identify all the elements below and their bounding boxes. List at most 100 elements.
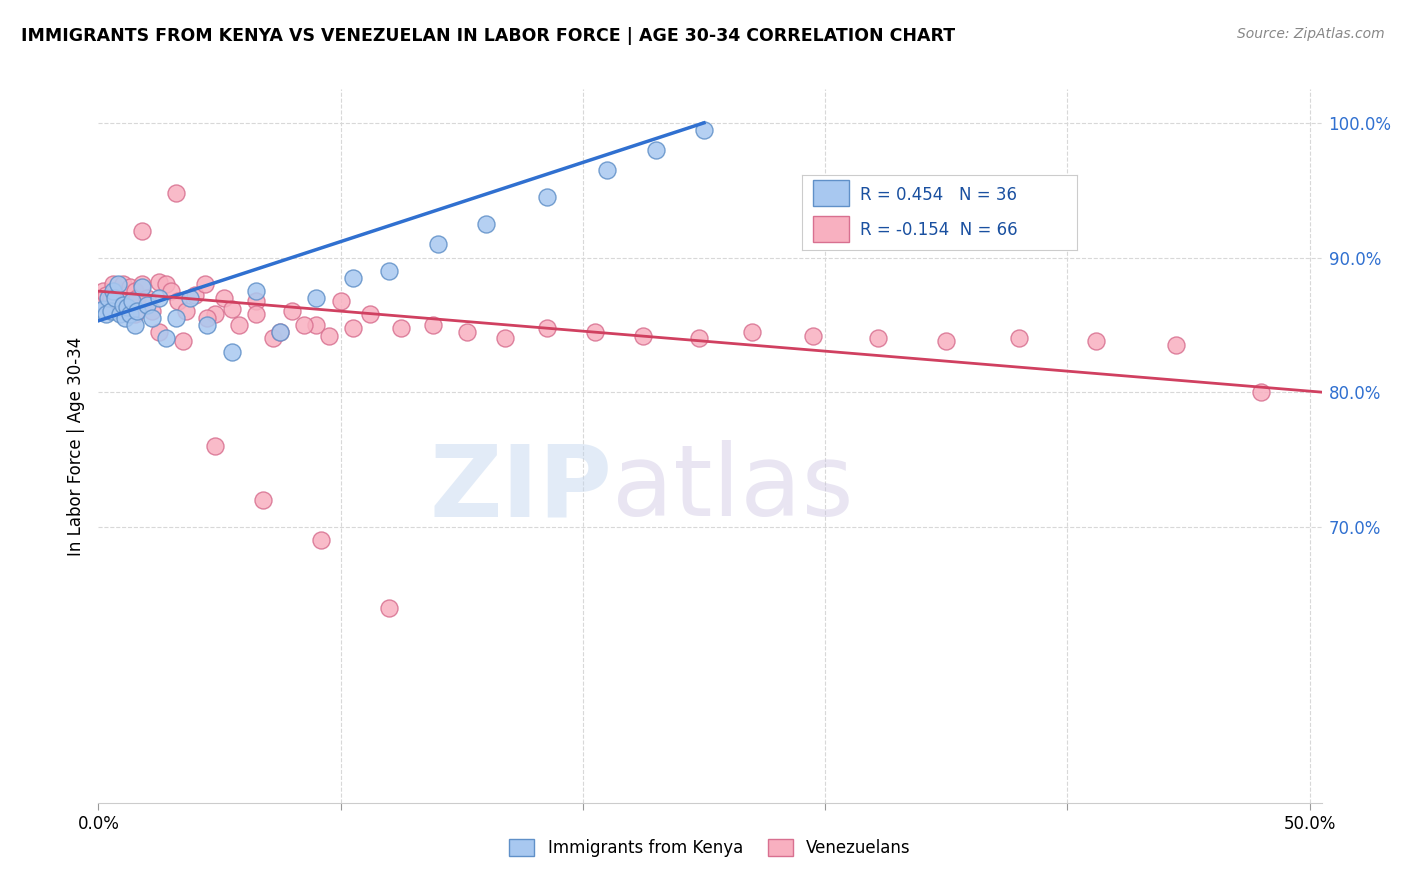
Point (422, 318, 444, 332)
Point (305, 318, 328, 332)
Point (148, 291, 170, 305)
Point (359, 307, 381, 321)
Point (91, 301, 114, 316)
Point (644, 143, 666, 157)
Text: atlas: atlas (612, 441, 853, 537)
Point (101, 277, 124, 292)
Text: ZIP: ZIP (429, 441, 612, 537)
Point (1008, 331, 1031, 345)
Point (456, 325, 478, 339)
Y-axis label: In Labor Force | Age 30-34: In Labor Force | Age 30-34 (66, 336, 84, 556)
Point (90, 304, 112, 318)
Point (179, 291, 201, 305)
Bar (813, 216, 849, 243)
Point (633, 328, 655, 343)
Point (536, 190, 558, 204)
Point (165, 311, 187, 326)
Text: R = 0.454   N = 36: R = 0.454 N = 36 (859, 186, 1017, 204)
Point (269, 325, 291, 339)
Text: IMMIGRANTS FROM KENYA VS VENEZUELAN IN LABOR FORCE | AGE 30-34 CORRELATION CHART: IMMIGRANTS FROM KENYA VS VENEZUELAN IN L… (21, 27, 955, 45)
Point (118, 307, 141, 321)
Point (94, 288, 117, 302)
Point (688, 331, 710, 345)
Point (197, 311, 219, 326)
Point (131, 223, 153, 237)
Point (131, 277, 153, 292)
Point (131, 280, 153, 294)
Bar (813, 180, 849, 206)
Point (100, 291, 122, 305)
Point (97, 291, 120, 305)
Point (194, 277, 217, 292)
Text: R = -0.154  N = 66: R = -0.154 N = 66 (859, 221, 1017, 239)
Point (935, 334, 957, 348)
Point (342, 320, 364, 334)
Point (148, 325, 170, 339)
Point (184, 288, 207, 302)
Point (378, 264, 401, 278)
Point (389, 320, 412, 334)
Point (494, 331, 516, 345)
Point (741, 325, 763, 339)
Point (172, 334, 194, 348)
Point (245, 307, 267, 321)
Point (305, 291, 328, 305)
Point (121, 293, 143, 308)
Point (118, 280, 141, 294)
Point (596, 163, 619, 178)
Point (197, 318, 219, 332)
Point (221, 344, 243, 359)
Point (174, 304, 197, 318)
Point (90, 293, 112, 308)
Point (110, 298, 132, 312)
Point (141, 304, 163, 318)
Point (100, 304, 122, 318)
Point (107, 277, 129, 292)
Point (309, 533, 332, 548)
Point (104, 291, 127, 305)
Point (262, 331, 284, 345)
Point (318, 328, 340, 343)
Point (155, 277, 177, 292)
Point (104, 284, 127, 298)
Point (801, 328, 824, 343)
Point (124, 318, 146, 332)
Point (426, 237, 449, 252)
Point (214, 291, 236, 305)
Point (114, 288, 136, 302)
Point (94, 307, 117, 321)
Point (378, 600, 401, 615)
Point (1166, 338, 1188, 352)
Point (329, 293, 352, 308)
Point (868, 331, 890, 345)
Point (101, 284, 124, 298)
Point (124, 307, 146, 321)
Point (114, 311, 136, 326)
Point (107, 291, 129, 305)
Point (1085, 334, 1108, 348)
Point (127, 304, 149, 318)
Point (117, 301, 139, 315)
Point (117, 304, 139, 318)
Point (165, 186, 187, 200)
Point (148, 275, 170, 289)
Text: Source: ZipAtlas.com: Source: ZipAtlas.com (1237, 27, 1385, 41)
Point (269, 325, 291, 339)
Point (167, 293, 190, 308)
Point (141, 311, 163, 326)
Point (135, 298, 157, 312)
Point (127, 291, 149, 305)
Point (536, 320, 558, 334)
Point (97, 298, 120, 312)
Point (124, 284, 146, 298)
Point (110, 307, 132, 321)
Point (245, 293, 267, 308)
Point (583, 325, 606, 339)
Point (155, 331, 177, 345)
Point (245, 284, 267, 298)
Point (135, 291, 157, 305)
Point (342, 270, 364, 285)
Point (252, 492, 274, 507)
Point (204, 439, 226, 453)
Point (91, 284, 114, 298)
